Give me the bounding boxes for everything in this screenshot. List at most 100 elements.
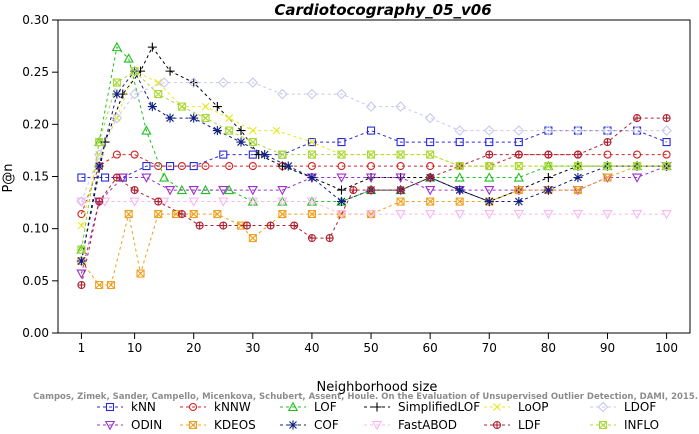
data-point (307, 138, 316, 147)
data-point (336, 173, 347, 183)
data-point (454, 172, 465, 182)
data-point (514, 186, 523, 195)
data-point (224, 184, 235, 195)
y-axis-label: P@n (1, 163, 16, 192)
data-point (572, 125, 584, 136)
data-point (288, 420, 298, 430)
data-point (603, 138, 612, 147)
data-point (225, 126, 234, 135)
legend-item: INFLO (590, 418, 659, 432)
y-tick-label: 0.15 (22, 170, 49, 184)
legend-item: COF (280, 418, 339, 432)
data-point (514, 162, 523, 171)
data-point (366, 162, 376, 171)
data-point (603, 150, 612, 159)
legend-label: INFLO (624, 418, 659, 432)
data-point (306, 88, 318, 100)
legend-label: SimplifiedLOF (398, 400, 480, 414)
data-point (573, 150, 582, 159)
data-point (336, 185, 347, 195)
data-point (124, 210, 133, 219)
data-point (514, 138, 523, 147)
data-point (141, 125, 152, 135)
x-tick-label: 50 (363, 341, 378, 355)
data-point (307, 172, 317, 183)
data-point (426, 150, 435, 159)
series-line (80, 70, 667, 262)
legend-item: LDF (484, 418, 541, 432)
series-line (80, 165, 667, 286)
data-point (485, 138, 494, 147)
data-point (112, 173, 121, 182)
data-point (218, 197, 229, 207)
data-point (130, 150, 139, 159)
data-point (325, 234, 334, 243)
series-line (80, 154, 667, 215)
data-point (484, 210, 495, 220)
legend-label: LDF (518, 418, 541, 432)
data-point (371, 420, 383, 431)
data-point (201, 162, 210, 171)
data-point (455, 185, 465, 195)
data-point (94, 161, 104, 171)
data-point (95, 197, 104, 206)
data-point (485, 162, 494, 171)
data-point (177, 210, 186, 219)
series-line (80, 46, 667, 250)
y-tick-label: 0.00 (22, 326, 49, 340)
data-point (236, 137, 246, 147)
data-point (514, 196, 524, 207)
data-point (365, 101, 377, 112)
series-line (80, 70, 667, 250)
y-tick-label: 0.25 (22, 65, 49, 79)
data-point (365, 173, 377, 183)
data-point (484, 172, 495, 182)
data-point (631, 173, 643, 183)
data-point (661, 125, 672, 136)
series-kNNW (77, 150, 671, 219)
legend-item: LOF (280, 400, 337, 414)
data-point (455, 197, 464, 206)
data-point (602, 125, 613, 136)
y-tick-label: 0.10 (22, 222, 49, 236)
data-point (188, 197, 199, 207)
data-point (484, 196, 494, 207)
data-point (141, 173, 152, 183)
data-point (111, 41, 122, 52)
data-point (248, 234, 257, 243)
data-point (218, 186, 229, 196)
legend-label: COF (314, 418, 339, 432)
data-point (287, 401, 299, 412)
data-point (111, 112, 123, 124)
data-point (77, 173, 86, 182)
series-LOF (76, 41, 672, 254)
data-point (454, 125, 466, 136)
data-point (603, 162, 612, 171)
data-point (277, 88, 288, 100)
data-point (485, 150, 494, 159)
data-point (631, 125, 643, 136)
data-point (130, 186, 139, 195)
data-point (248, 126, 257, 135)
x-tick-label: 1 (78, 341, 86, 355)
series-line (80, 82, 667, 202)
legend-item: LDOF (590, 400, 656, 414)
series-line (80, 117, 667, 286)
series-line (80, 165, 667, 274)
data-point (425, 210, 436, 220)
y-axis: 0.00 0.05 0.10 0.15 0.20 0.25 0.30 (22, 13, 58, 340)
data-point (106, 280, 116, 290)
data-point (177, 162, 186, 171)
data-point (112, 78, 121, 87)
data-point (112, 89, 122, 99)
chart-title: Cardiotocography_05_v06 (274, 1, 491, 19)
data-point (278, 210, 287, 219)
data-point (188, 402, 198, 412)
data-point (337, 162, 346, 171)
watermark: Campos, Zimek, Sander, Campello, Micenko… (33, 392, 698, 402)
data-point (336, 210, 347, 220)
data-point (76, 197, 87, 207)
series-line (80, 46, 667, 262)
data-point (219, 221, 228, 230)
data-point (307, 150, 316, 159)
